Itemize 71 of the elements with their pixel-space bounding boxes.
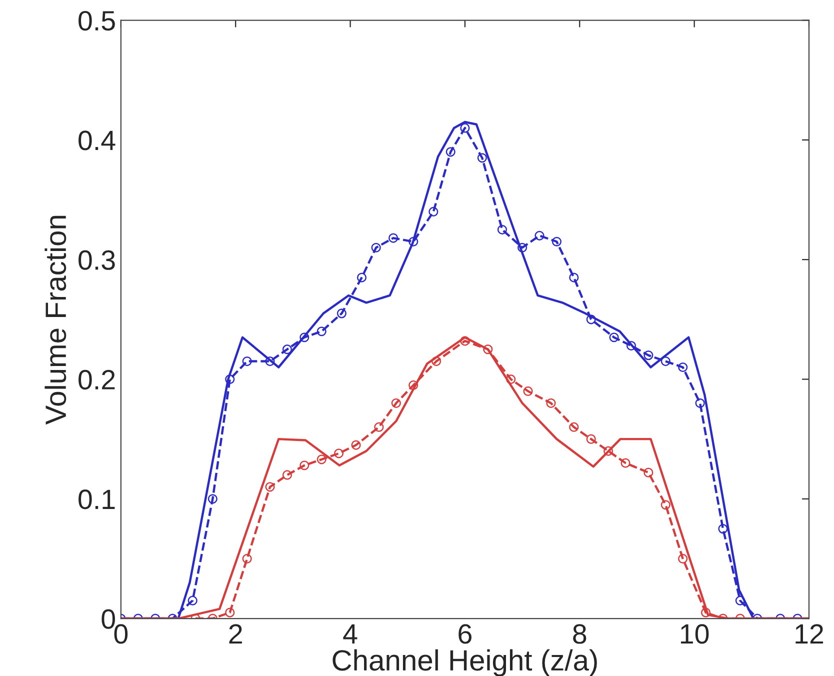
- point: [460, 123, 470, 133]
- point: [428, 206, 438, 217]
- point: [483, 344, 493, 354]
- point: [695, 398, 705, 408]
- point: [626, 340, 636, 351]
- x-axis-title: Channel Height (z/a): [332, 649, 597, 676]
- point: [408, 236, 418, 246]
- point: [660, 500, 670, 510]
- point: [265, 356, 275, 366]
- point: [700, 608, 711, 618]
- point: [391, 398, 401, 408]
- point: [534, 230, 544, 240]
- point: [523, 386, 533, 396]
- point: [408, 380, 418, 390]
- point: [660, 356, 670, 366]
- x-tick-label: 8: [573, 624, 586, 644]
- point: [569, 422, 579, 432]
- point: [334, 448, 344, 458]
- point: [678, 362, 688, 372]
- point: [225, 374, 235, 384]
- point: [265, 482, 275, 492]
- x-tick-label: 0: [114, 624, 128, 644]
- point: [735, 596, 745, 606]
- point: [644, 350, 654, 360]
- point: [518, 242, 528, 252]
- point: [282, 344, 292, 354]
- point: [586, 434, 596, 444]
- point: [546, 398, 556, 408]
- point: [300, 460, 310, 470]
- point: [620, 458, 630, 468]
- point: [388, 233, 398, 243]
- point: [336, 308, 346, 318]
- y-tick-label: 0.5: [78, 10, 115, 31]
- point: [188, 596, 198, 606]
- point: [351, 440, 361, 450]
- point: [477, 153, 487, 163]
- point: [316, 326, 326, 336]
- point: [718, 524, 728, 534]
- point: [371, 242, 381, 252]
- point: [644, 468, 654, 478]
- point: [552, 236, 562, 246]
- point: [242, 356, 252, 366]
- x-tick-label: 2: [229, 624, 242, 644]
- point: [225, 608, 235, 618]
- y-tick-label: 0.1: [78, 490, 115, 510]
- point: [678, 554, 688, 564]
- x-tick-label: 12: [796, 624, 824, 644]
- point: [506, 374, 516, 384]
- x-tick-label: 4: [343, 624, 358, 644]
- y-tick-label: 0.2: [78, 370, 115, 390]
- point: [604, 446, 614, 456]
- point: [300, 332, 310, 342]
- y-tick-label: 0: [102, 609, 115, 629]
- point: [374, 422, 384, 432]
- point: [497, 224, 508, 234]
- x-tick-label: 10: [680, 624, 709, 644]
- point: [460, 336, 470, 346]
- point: [282, 470, 292, 480]
- x-tick-label: 6: [458, 624, 472, 644]
- point: [446, 147, 456, 157]
- point: [356, 272, 367, 282]
- point: [242, 554, 252, 564]
- y-axis-title: Volume Fraction: [44, 216, 66, 425]
- point: [569, 272, 579, 282]
- point: [208, 494, 218, 504]
- point: [431, 356, 442, 366]
- y-tick-label: 0.3: [78, 250, 115, 270]
- y-tick-label: 0.4: [78, 130, 116, 150]
- point: [586, 314, 596, 324]
- point: [316, 454, 326, 464]
- point: [609, 332, 619, 342]
